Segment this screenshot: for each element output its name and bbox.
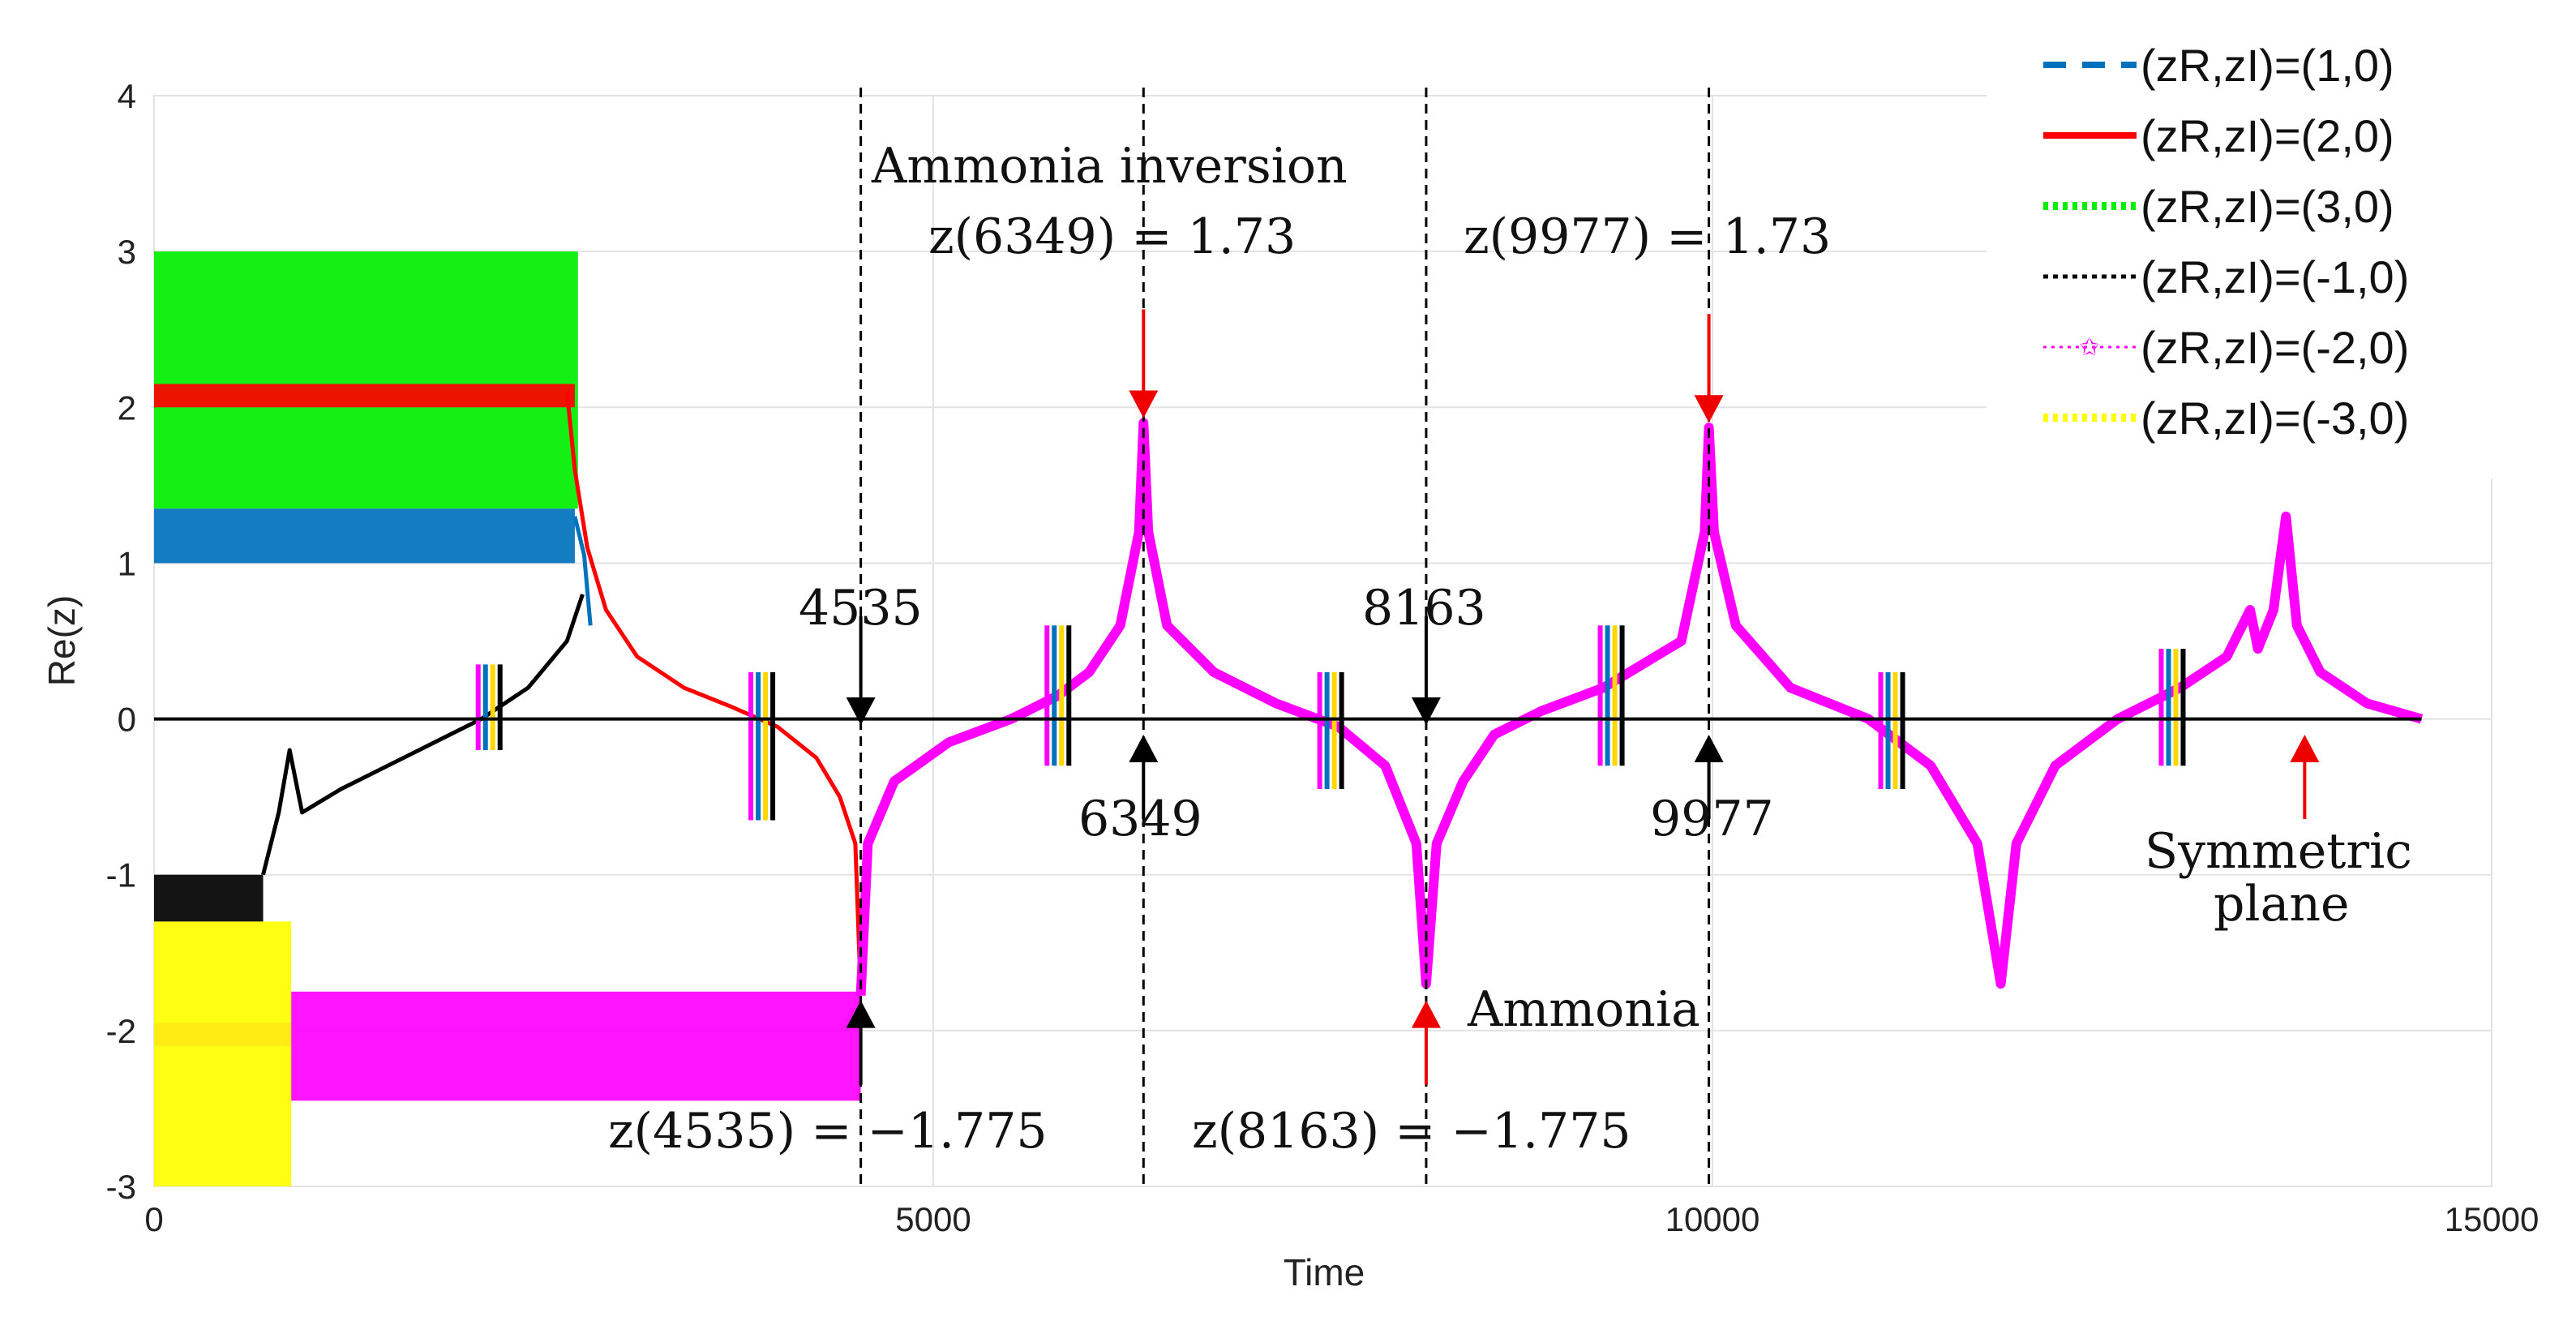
y-tick-label: 3 [118, 233, 136, 271]
y-tick-label: -2 [106, 1012, 136, 1050]
y-tick-label: -3 [106, 1168, 136, 1206]
series-line [855, 418, 2424, 996]
arrow-head [1694, 395, 1724, 423]
series-band [154, 921, 292, 1186]
annotation-z-4535: z(4535) = −1.775 [608, 1103, 1048, 1160]
legend-label: (zR,zI)=(3,0) [2141, 181, 2394, 232]
arrow-head [1129, 735, 1159, 763]
annotation-symmetric: Symmetric [2145, 823, 2412, 880]
legend-label: (zR,zI)=(-1,0) [2141, 251, 2409, 302]
series-line [564, 391, 864, 996]
annotation-t-9977: 9977 [1650, 791, 1774, 847]
x-tick-label: 5000 [895, 1200, 971, 1238]
series-line [261, 594, 585, 876]
y-tick-label: -1 [106, 856, 136, 894]
legend: (zR,zI)=(1,0) (zR,zI)=(2,0) (zR,zI)=(3,0) (… [2043, 40, 2409, 444]
x-tick-label: 10000 [1665, 1200, 1760, 1238]
tick-labels: 0 5000 10000 15000 4 3 2 1 0 -1 -2 -3 [106, 77, 2540, 1238]
y-axis-label: Re(z) [41, 595, 83, 686]
series-line [572, 516, 593, 626]
legend-label: (zR,zI)=(-2,0) [2141, 322, 2409, 373]
legend-label: (zR,zI)=(2,0) [2141, 110, 2394, 161]
annotation-z-8163: z(8163) = −1.775 [1192, 1103, 1631, 1160]
annotation-z-9977: z(9977) = 1.73 [1464, 208, 1831, 265]
series-band [291, 991, 861, 1101]
annotation-plane: plane [2214, 876, 2350, 933]
legend-star-icon: ✩ [2079, 334, 2099, 361]
annotation-z-6349: z(6349) = 1.73 [928, 208, 1296, 265]
x-tick-label: 0 [144, 1200, 163, 1238]
arrow-head [1129, 390, 1159, 418]
arrow-head [2290, 735, 2320, 763]
y-tick-label: 1 [118, 544, 136, 582]
arrow-head [1411, 697, 1441, 726]
x-axis-label: Time [1284, 1251, 1365, 1293]
series-band [154, 508, 575, 564]
y-tick-label: 0 [118, 701, 136, 739]
arrow-head [1694, 735, 1724, 763]
legend-label: (zR,zI)=(1,0) [2141, 40, 2394, 91]
annotation-ammonia-inversion: Ammonia inversion [871, 138, 1348, 195]
legend-label: (zR,zI)=(-3,0) [2141, 392, 2409, 444]
annotation-t-6349: 6349 [1078, 791, 1202, 847]
series-band [154, 251, 578, 509]
series-band [154, 874, 264, 922]
series-lines [261, 391, 2424, 996]
oscillation-spikes [475, 625, 2186, 821]
annotation-t-8163: 8163 [1362, 580, 1486, 637]
arrow-head [846, 1000, 876, 1028]
y-tick-label: 4 [118, 77, 136, 115]
annotation-ammonia: Ammonia [1467, 981, 1700, 1038]
series-bands [154, 251, 861, 1186]
y-tick-label: 2 [118, 388, 136, 427]
x-tick-label: 15000 [2445, 1200, 2540, 1238]
arrow-markers [846, 309, 2320, 1085]
annotation-t-4535: 4535 [799, 580, 923, 637]
arrow-head [1411, 1000, 1441, 1028]
legend-box [1987, 24, 2562, 478]
series-band [154, 384, 575, 408]
arrow-head [846, 697, 876, 726]
